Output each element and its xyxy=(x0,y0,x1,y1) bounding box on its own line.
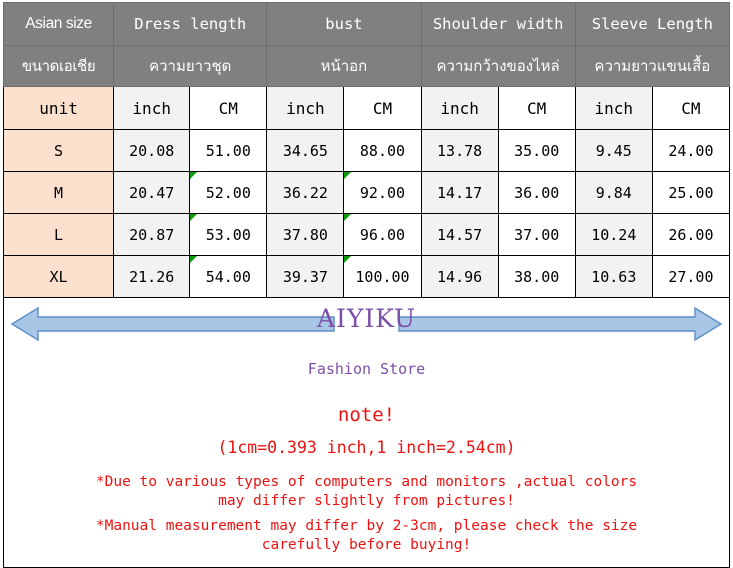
cell-shoulder-inch: 14.57 xyxy=(420,213,499,256)
header-dress-length-thai: ความยาวชุด xyxy=(113,45,268,87)
unit-sleeve-inch: inch xyxy=(574,86,653,130)
cell-value: 100.00 xyxy=(355,267,410,286)
comment-marker-icon xyxy=(344,214,352,221)
row-size-label: L xyxy=(2,213,115,256)
cell-value: 52.00 xyxy=(205,183,251,202)
right-arrow-shape xyxy=(398,306,723,342)
cell-value: 54.00 xyxy=(205,267,251,286)
cell-bust-cm: 92.00 xyxy=(343,171,422,214)
left-arrow-shape xyxy=(10,306,335,342)
cell-bust-inch: 36.22 xyxy=(266,171,345,214)
cell-dress-inch: 20.47 xyxy=(113,171,191,214)
cell-bust-inch: 37.80 xyxy=(266,213,345,256)
cell-shoulder-cm: 36.00 xyxy=(497,171,576,214)
header-asian-size: Asian size xyxy=(2,2,115,46)
warning-measure-line2: carefully before buying! xyxy=(261,537,472,553)
cell-shoulder-inch: 14.17 xyxy=(420,171,499,214)
brand-tagline: Fashion Store xyxy=(307,360,426,378)
brand-banner: AIYIKU xyxy=(4,300,729,348)
row-size-label: S xyxy=(2,129,115,172)
comment-marker-icon xyxy=(190,256,198,263)
cell-bust-cm: 96.00 xyxy=(343,213,422,256)
comment-marker-icon xyxy=(190,172,198,179)
cell-shoulder-cm: 38.00 xyxy=(497,255,576,298)
row-size-label: XL xyxy=(2,255,115,298)
cell-dress-cm: 52.00 xyxy=(189,171,268,214)
cell-dress-inch: 20.08 xyxy=(113,129,191,172)
comment-marker-icon xyxy=(344,256,352,263)
cell-sleeve-inch: 9.84 xyxy=(574,171,653,214)
cell-value: 96.00 xyxy=(359,225,406,244)
row-size-label: M xyxy=(2,171,115,214)
cell-dress-inch: 21.26 xyxy=(113,255,191,298)
cell-sleeve-inch: 10.63 xyxy=(574,255,653,298)
unit-label: unit xyxy=(2,86,115,130)
cell-sleeve-inch: 10.24 xyxy=(574,213,653,256)
header-row-english: Asian size Dress length bust Shoulder wi… xyxy=(2,2,731,46)
cell-dress-cm: 54.00 xyxy=(189,255,268,298)
header-bust: bust xyxy=(266,2,422,46)
warning-color-line1: *Due to various types of computers and m… xyxy=(95,474,638,490)
note-title: note! xyxy=(337,404,396,426)
unit-row: unit inch CM inch CM inch CM inch CM xyxy=(2,86,731,130)
comment-marker-icon xyxy=(190,214,198,221)
unit-shoulder-inch: inch xyxy=(420,86,499,130)
cell-sleeve-cm: 26.00 xyxy=(651,213,731,256)
cell-sleeve-cm: 25.00 xyxy=(651,171,731,214)
cell-shoulder-inch: 14.96 xyxy=(420,255,499,298)
table-row: XL 21.26 54.00 39.37 100.00 14.96 38.00 … xyxy=(2,255,731,298)
header-row-thai: ขนาดเอเชีย ความยาวชุด หน้าอก ความกว้างขอ… xyxy=(2,45,731,87)
cell-bust-cm: 100.00 xyxy=(343,255,422,298)
cell-value: 53.00 xyxy=(205,225,251,244)
cell-shoulder-inch: 13.78 xyxy=(420,129,499,172)
header-bust-thai: หน้าอก xyxy=(266,45,422,87)
size-chart-table: Asian size Dress length bust Shoulder wi… xyxy=(2,2,731,298)
cell-dress-inch: 20.87 xyxy=(113,213,191,256)
cell-sleeve-cm: 24.00 xyxy=(651,129,731,172)
unit-sleeve-cm: CM xyxy=(651,86,731,130)
brand-name: AIYIKU xyxy=(316,304,417,333)
header-sleeve-length-thai: ความยาวแขนเสื้อ xyxy=(574,45,731,87)
table-row: M 20.47 52.00 36.22 92.00 14.17 36.00 9.… xyxy=(2,171,731,214)
header-shoulder-width: Shoulder width xyxy=(420,2,576,46)
cell-bust-inch: 34.65 xyxy=(266,129,345,172)
table-row: S 20.08 51.00 34.65 88.00 13.78 35.00 9.… xyxy=(2,129,731,172)
cell-shoulder-cm: 35.00 xyxy=(497,129,576,172)
header-dress-length: Dress length xyxy=(113,2,268,46)
notes-panel: AIYIKU Fashion Store note! (1cm=0.393 in… xyxy=(3,298,730,568)
header-shoulder-width-thai: ความกว้างของไหล่ xyxy=(420,45,576,87)
unit-bust-inch: inch xyxy=(266,86,345,130)
unit-dress-cm: CM xyxy=(189,86,268,130)
double-arrow-icon xyxy=(10,306,723,342)
unit-shoulder-cm: CM xyxy=(497,86,576,130)
cell-sleeve-cm: 27.00 xyxy=(651,255,731,298)
unit-dress-inch: inch xyxy=(113,86,191,130)
warning-color-line2: may differ slightly from pictures! xyxy=(218,493,515,509)
table-row: L 20.87 53.00 37.80 96.00 14.57 37.00 10… xyxy=(2,213,731,256)
cell-sleeve-inch: 9.45 xyxy=(574,129,653,172)
unit-conversion-note: (1cm=0.393 inch,1 inch=2.54cm) xyxy=(217,438,516,457)
cell-dress-cm: 53.00 xyxy=(189,213,268,256)
cell-bust-cm: 88.00 xyxy=(343,129,422,172)
unit-bust-cm: CM xyxy=(343,86,422,130)
header-sleeve-length: Sleeve Length xyxy=(574,2,731,46)
cell-value: 92.00 xyxy=(359,183,406,202)
cell-bust-inch: 39.37 xyxy=(266,255,345,298)
cell-dress-cm: 51.00 xyxy=(189,129,268,172)
cell-shoulder-cm: 37.00 xyxy=(497,213,576,256)
comment-marker-icon xyxy=(344,172,352,179)
header-asian-size-thai: ขนาดเอเชีย xyxy=(2,45,115,87)
warning-measure-line1: *Manual measurement may differ by 2-3cm,… xyxy=(95,518,638,534)
warnings-block: *Due to various types of computers and m… xyxy=(4,473,729,555)
